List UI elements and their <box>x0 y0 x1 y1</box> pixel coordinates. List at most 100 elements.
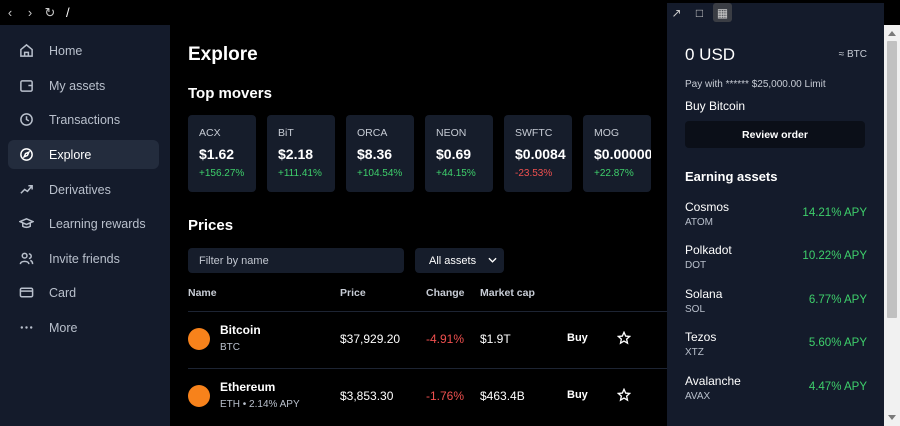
sidebar: Home My assets Transactions Explore Deri… <box>0 25 170 426</box>
mover-change: +111.41% <box>278 168 322 179</box>
sidebar-item-explore[interactable]: Explore <box>8 140 159 169</box>
trade-panel: 0 USD ≈ BTC Pay with ****** $25,000.00 L… <box>667 25 884 426</box>
scroll-down-icon[interactable] <box>888 415 896 420</box>
asset-name: Bitcoin <box>220 323 261 337</box>
mover-price: $0.00000 <box>594 146 651 162</box>
sidebar-item-transactions[interactable]: Transactions <box>8 105 159 134</box>
asset-filter-value: All assets <box>429 254 477 267</box>
sidebar-item-label: Derivatives <box>49 182 111 197</box>
prices-heading: Prices <box>188 217 234 234</box>
earning-item-cosmos[interactable]: Cosmos ATOM 14.21% APY <box>685 200 867 238</box>
mover-change: -23.53% <box>515 168 553 179</box>
sidebar-item-label: More <box>49 320 78 335</box>
mover-symbol: SWFTC <box>515 127 553 139</box>
asset-price: $37,929.20 <box>340 332 401 346</box>
browser-toolbar: ‹ › ↻ / ↗ □ ▦ <box>0 0 900 404</box>
sidebar-item-label: Transactions <box>49 112 121 127</box>
pay-with-label[interactable]: Pay with ****** $25,000.00 Limit <box>685 79 826 90</box>
sidebar-item-learning-rewards[interactable]: Learning rewards <box>8 209 159 238</box>
column-header-market-cap[interactable]: Market cap <box>480 287 535 299</box>
sidebar-item-label: Invite friends <box>49 251 120 266</box>
asset-symbol: BTC <box>220 342 240 353</box>
earning-asset-name: Cosmos <box>685 200 730 214</box>
more-dots-icon <box>17 320 35 335</box>
earning-asset-apy: 6.77% APY <box>808 294 867 306</box>
cursor-tool-icon[interactable]: ↗ <box>671 5 682 20</box>
mover-card-swftc[interactable]: SWFTC $0.0084 -23.53% <box>504 115 572 192</box>
earning-item-tezos[interactable]: Tezos XTZ 5.60% APY <box>685 330 867 368</box>
buy-button[interactable]: Buy <box>567 389 588 401</box>
column-header-change[interactable]: Change <box>426 287 465 299</box>
earning-item-avalanche[interactable]: Avalanche AVAX 4.47% APY <box>685 374 867 412</box>
trend-icon <box>17 182 35 197</box>
buy-asset-label[interactable]: Buy Bitcoin <box>685 99 746 113</box>
scroll-up-icon[interactable] <box>888 31 896 36</box>
mover-card-bit[interactable]: BiT $2.18 +111.41% <box>267 115 335 192</box>
reload-icon[interactable]: ↻ <box>44 4 56 20</box>
sidebar-item-label: My assets <box>49 78 106 93</box>
earning-asset-apy: 5.60% APY <box>808 337 867 349</box>
earning-asset-name: Polkadot <box>685 243 732 257</box>
column-header-price[interactable]: Price <box>340 287 366 299</box>
column-header-name[interactable]: Name <box>188 287 217 299</box>
asset-market-cap: $1.9T <box>480 332 511 346</box>
earning-assets-heading: Earning assets <box>685 169 778 184</box>
sidebar-item-invite-friends[interactable]: Invite friends <box>8 244 159 273</box>
sidebar-item-derivatives[interactable]: Derivatives <box>8 175 159 204</box>
table-row[interactable]: Bitcoin BTC $37,929.20 -4.91% $1.9T Buy <box>170 312 667 368</box>
review-order-button[interactable]: Review order <box>685 121 865 148</box>
table-row[interactable]: Ethereum ETH • 2.14% APY $3,853.30 -1.76… <box>170 369 667 425</box>
mover-symbol: BiT <box>278 127 294 139</box>
currency-toggle[interactable]: ≈ BTC <box>838 49 867 60</box>
sidebar-item-label: Explore <box>49 147 92 162</box>
star-icon[interactable] <box>616 330 632 345</box>
mover-change: +156.27% <box>199 168 245 179</box>
earning-asset-apy: 10.22% APY <box>802 250 867 262</box>
star-icon[interactable] <box>616 387 632 402</box>
page-title: Explore <box>188 44 258 65</box>
home-icon <box>17 43 35 58</box>
address-bar[interactable]: / <box>66 5 70 20</box>
scrollbar-thumb[interactable] <box>887 41 897 318</box>
mover-card-orca[interactable]: ORCA $8.36 +104.54% <box>346 115 414 192</box>
chevron-down-icon <box>488 257 497 263</box>
bitcoin-logo-icon <box>188 328 210 350</box>
mover-symbol: NEON <box>436 127 467 139</box>
balance-amount[interactable]: 0 USD <box>685 45 736 64</box>
forward-icon[interactable]: › <box>27 5 33 20</box>
divider <box>188 368 667 369</box>
mover-symbol: ORCA <box>357 127 388 139</box>
filter-by-name-input[interactable] <box>188 248 404 273</box>
mover-card-mog[interactable]: MOG $0.00000 +22.87% <box>583 115 651 192</box>
earning-asset-name: Avalanche <box>685 374 741 388</box>
earning-asset-symbol: ATOM <box>685 217 713 228</box>
sidebar-item-my-assets[interactable]: My assets <box>8 71 159 100</box>
sidebar-item-card[interactable]: Card <box>8 278 159 307</box>
earning-asset-symbol: SOL <box>685 304 706 315</box>
back-icon[interactable]: ‹ <box>7 5 13 20</box>
main-content: Explore Top movers ACX $1.62 +156.27% Bi… <box>170 25 667 426</box>
asset-price: $3,853.30 <box>340 389 394 403</box>
earning-item-solana[interactable]: Solana SOL 6.77% APY <box>685 287 867 325</box>
earning-asset-symbol: XTZ <box>685 347 704 358</box>
sidebar-item-label: Card <box>49 285 77 300</box>
graduation-cap-icon <box>17 216 35 231</box>
exit-fullscreen-icon[interactable]: ▦ <box>713 3 732 22</box>
sidebar-item-home[interactable]: Home <box>8 36 159 65</box>
window-icon[interactable]: □ <box>695 5 704 20</box>
buy-button[interactable]: Buy <box>567 332 588 344</box>
earning-asset-symbol: AVAX <box>685 391 711 402</box>
earning-item-polkadot[interactable]: Polkadot DOT 10.22% APY <box>685 243 867 281</box>
wallet-icon <box>17 78 35 93</box>
earning-asset-apy: 14.21% APY <box>802 207 867 219</box>
asset-filter-dropdown[interactable]: All assets <box>415 248 504 273</box>
asset-symbol: ETH • 2.14% APY <box>220 399 300 410</box>
mover-price: $0.69 <box>436 146 472 162</box>
sidebar-item-label: Learning rewards <box>49 216 146 231</box>
sidebar-item-more[interactable]: More <box>8 313 159 342</box>
mover-card-acx[interactable]: ACX $1.62 +156.27% <box>188 115 256 192</box>
mover-card-neon[interactable]: NEON $0.69 +44.15% <box>425 115 493 192</box>
mover-price: $2.18 <box>278 146 314 162</box>
page-scrollbar[interactable] <box>884 25 900 426</box>
earning-asset-name: Solana <box>685 287 723 301</box>
